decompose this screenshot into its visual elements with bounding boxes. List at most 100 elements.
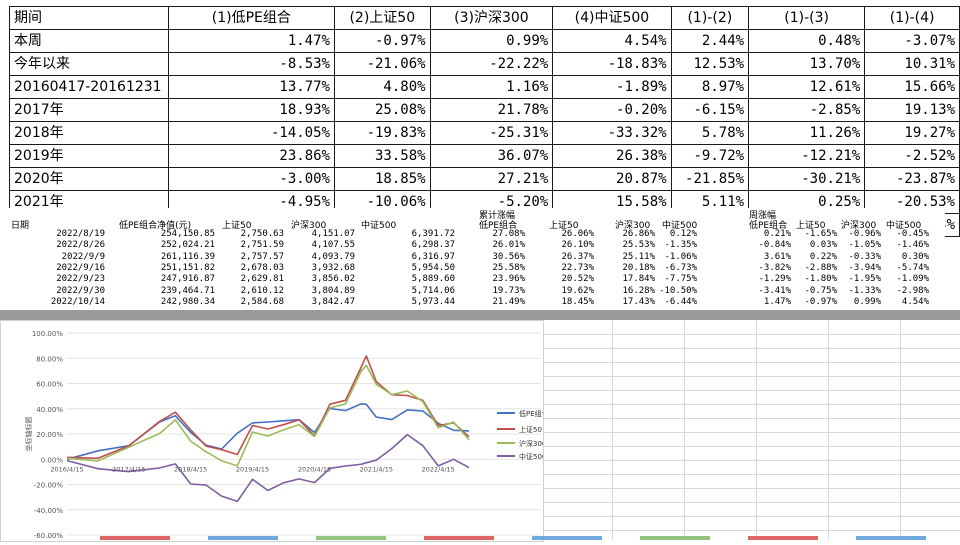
sheet-weekly-cell[interactable]: 4.54% [901,296,929,307]
sheet-value-cell[interactable]: 2,750.63 [240,229,284,239]
summary-value-cell[interactable]: 23.86% [167,144,335,168]
summary-value-cell[interactable]: 19.13% [864,98,960,122]
sheet-weekly-cell[interactable]: 0.99% [853,296,881,307]
sheet-value-cell[interactable]: 4,151.07 [311,229,355,239]
summary-value-cell[interactable]: 11.26% [748,121,866,145]
summary-value-cell[interactable]: 13.77% [167,75,335,99]
sheet-weekly-cell[interactable]: 0.30% [901,251,929,262]
summary-header-cell[interactable]: (3)沪深300 [429,6,554,30]
sheet-cum-cell[interactable]: -10.50% [659,285,697,296]
summary-header-cell[interactable]: (1)-(3) [748,6,866,30]
summary-value-cell[interactable]: 5.78% [670,121,750,145]
summary-value-cell[interactable]: -21.06% [333,52,431,76]
summary-value-cell[interactable]: 15.66% [864,75,960,99]
sheet-value-cell[interactable]: 6,298.37 [411,240,455,251]
summary-value-cell[interactable]: -9.72% [670,144,750,168]
sheet-cum-cell[interactable]: 16.28% [622,285,655,296]
sheet-weekly-cell[interactable]: -0.33% [848,251,881,262]
summary-value-cell[interactable]: 0.48% [748,29,866,53]
summary-value-cell[interactable]: -3.07% [864,29,960,53]
sheet-cum-cell[interactable]: 19.73% [492,285,525,296]
sheet-cum-cell[interactable]: 18.45% [561,296,594,307]
summary-value-cell[interactable]: -12.21% [748,144,866,168]
summary-value-cell[interactable]: 18.85% [333,167,431,191]
sheet-weekly-cell[interactable]: -3.82% [758,262,791,273]
summary-period-cell[interactable]: 2017年 [9,98,169,122]
summary-header-cell[interactable]: (1)低PE组合 [167,6,335,30]
sheet-value-cell[interactable]: 3,932.68 [311,262,355,273]
sheet-cum-cell[interactable]: 17.43% [622,296,655,307]
summary-value-cell[interactable]: 1.47% [167,29,335,53]
sheet-tab[interactable] [748,536,818,540]
sheet-tab[interactable] [640,536,710,540]
sheet-date-cell[interactable]: 2022/10/14 [50,296,105,307]
sheet-value-cell[interactable]: 2,751.59 [240,240,284,251]
summary-value-cell[interactable]: -21.85% [670,167,750,191]
sheet-date-cell[interactable]: 2022/9/9 [61,251,105,262]
summary-value-cell[interactable]: -3.00% [167,167,335,191]
summary-value-cell[interactable]: 21.78% [429,98,554,122]
sheet-weekly-cell[interactable]: -1.65% [804,229,837,239]
sheet-weekly-cell[interactable]: -1.95% [848,274,881,285]
sheet-header-cell[interactable]: 上证50 [222,221,252,231]
sheet-weekly-cell[interactable]: 1.47% [763,296,791,307]
summary-value-cell[interactable]: 36.07% [429,144,554,168]
summary-header-cell[interactable]: 期间 [9,6,169,30]
sheet-weekly-cell[interactable]: -1.46% [896,240,929,251]
sheet-value-cell[interactable]: 2,757.57 [240,251,284,262]
summary-header-cell[interactable]: (1)-(2) [670,6,750,30]
sheet-weekly-cell[interactable]: -2.98% [896,285,929,296]
sheet-value-cell[interactable]: 2,610.12 [240,285,284,296]
sheet-cum-cell[interactable]: 20.52% [561,274,594,285]
summary-value-cell[interactable]: 12.61% [748,75,866,99]
sheet-cum-cell[interactable]: 26.06% [561,229,594,239]
sheet-tab-bar[interactable] [100,536,960,540]
summary-value-cell[interactable]: 10.31% [864,52,960,76]
sheet-cum-cell[interactable]: -1.35% [664,240,697,251]
sheet-value-cell[interactable]: 5,889.60 [411,274,455,285]
sheet-cum-cell[interactable]: 26.86% [622,229,655,239]
summary-value-cell[interactable]: 33.58% [333,144,431,168]
sheet-value-cell[interactable]: 3,842.47 [311,296,355,307]
summary-value-cell[interactable]: 2.44% [670,29,750,53]
sheet-cum-cell[interactable]: -1.06% [664,251,697,262]
sheet-tab[interactable] [424,536,494,540]
sheet-value-cell[interactable]: 6,391.72 [411,229,455,239]
sheet-value-cell[interactable]: 254,150.85 [160,229,215,239]
sheet-header-cell[interactable]: 低PE组合 [749,221,788,231]
sheet-tab[interactable] [532,536,602,540]
sheet-cum-cell[interactable]: 23.96% [492,274,525,285]
summary-period-cell[interactable]: 20160417-20161231 [9,75,169,99]
sheet-cum-cell[interactable]: 26.10% [561,240,594,251]
sheet-cum-cell[interactable]: 25.58% [492,262,525,273]
sheet-weekly-cell[interactable]: -0.45% [896,229,929,239]
summary-value-cell[interactable]: -0.20% [552,98,672,122]
summary-value-cell[interactable]: 12.53% [670,52,750,76]
sheet-weekly-cell[interactable]: -1.05% [848,240,881,251]
cum-group-label[interactable]: 累计涨幅 [479,211,516,221]
sheet-date-cell[interactable]: 2022/9/30 [56,285,105,296]
sheet-weekly-cell[interactable]: -0.97% [804,296,837,307]
sheet-tab[interactable] [316,536,386,540]
summary-value-cell[interactable]: -23.87% [864,167,960,191]
sheet-value-cell[interactable]: 4,107.55 [311,240,355,251]
sheet-weekly-cell[interactable]: -0.84% [758,240,791,251]
sheet-header-cell[interactable]: 中证500 [361,221,397,231]
sheet-header-cell[interactable]: 中证500 [886,221,922,231]
sheet-cum-cell[interactable]: 0.12% [669,229,697,239]
summary-header-cell[interactable]: (2)上证50 [333,6,431,30]
summary-value-cell[interactable]: -8.53% [167,52,335,76]
sheet-cum-cell[interactable]: 30.56% [492,251,525,262]
summary-period-cell[interactable]: 2018年 [9,121,169,145]
sheet-date-cell[interactable]: 2022/9/16 [56,262,105,273]
sheet-weekly-cell[interactable]: -0.96% [848,229,881,239]
summary-value-cell[interactable]: -33.32% [552,121,672,145]
sheet-cum-cell[interactable]: -6.73% [664,262,697,273]
summary-header-cell[interactable]: (4)中证500 [552,6,672,30]
sheet-header-cell[interactable]: 低PE组合净值(元) [119,221,192,231]
sheet-value-cell[interactable]: 251,151.82 [160,262,215,273]
summary-value-cell[interactable]: -2.85% [748,98,866,122]
sheet-weekly-cell[interactable]: -1.33% [848,285,881,296]
sheet-weekly-cell[interactable]: -5.74% [896,262,929,273]
sheet-header-cell[interactable]: 日期 [11,221,30,231]
